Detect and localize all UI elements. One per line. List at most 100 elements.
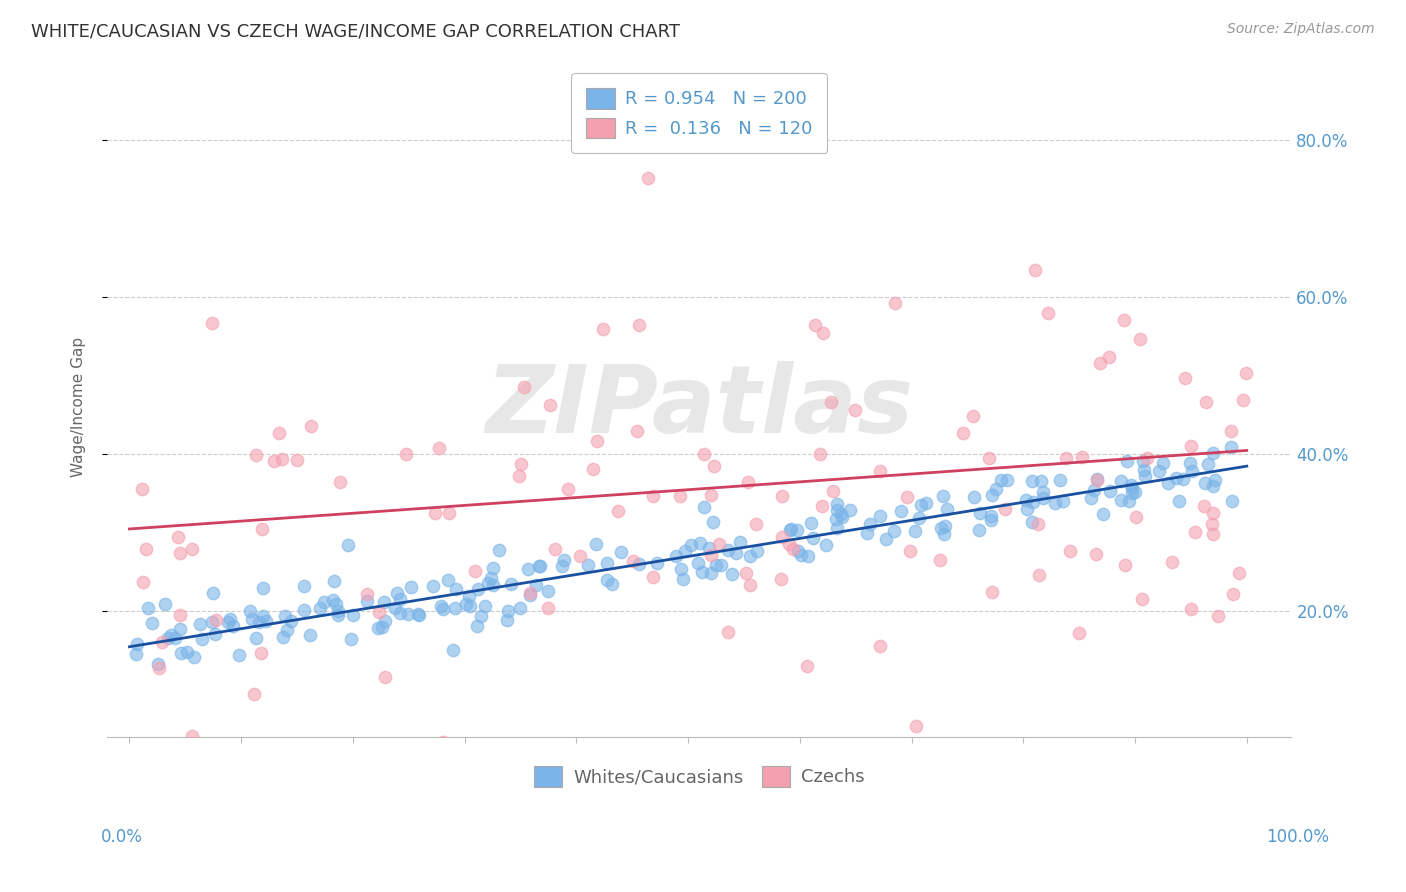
Point (136, 600, 159, 615)
Point (169, 607, 191, 622)
Point (496, 603, 519, 617)
Point (827, 503, 849, 517)
Point (191, 632, 214, 646)
Point (600, 577, 623, 591)
Point (1038, 306, 1060, 320)
Point (1184, 524, 1206, 539)
Point (839, 503, 862, 517)
Point (735, 566, 758, 581)
Point (422, 580, 444, 594)
Point (510, 457, 533, 471)
Point (883, 524, 905, 538)
Point (1220, 493, 1243, 508)
Point (1125, 485, 1147, 500)
Point (374, 615, 396, 629)
Point (830, 507, 852, 521)
Point (395, 447, 418, 461)
Point (280, 614, 302, 628)
Point (610, 545, 633, 559)
Point (470, 609, 492, 624)
Point (1202, 479, 1225, 493)
Point (538, 398, 561, 412)
Point (124, 647, 146, 661)
Point (1085, 472, 1108, 486)
Point (876, 532, 898, 546)
Point (477, 576, 499, 591)
Point (517, 562, 540, 576)
Point (929, 553, 952, 567)
Point (1232, 392, 1254, 407)
Point (388, 607, 411, 621)
Point (1202, 526, 1225, 541)
Point (627, 318, 650, 333)
Point (1129, 332, 1152, 346)
Point (169, 622, 191, 636)
Point (702, 515, 724, 529)
Point (181, 541, 204, 556)
Point (557, 483, 579, 497)
Point (367, 621, 389, 635)
Point (269, 426, 291, 441)
Point (801, 531, 824, 545)
Point (441, 643, 464, 657)
Point (437, 506, 460, 520)
Point (1029, 474, 1052, 488)
Point (482, 561, 505, 575)
Point (724, 546, 747, 560)
Text: WHITE/CAUCASIAN VS CZECH WAGE/INCOME GAP CORRELATION CHART: WHITE/CAUCASIAN VS CZECH WAGE/INCOME GAP… (31, 22, 681, 40)
Point (181, 729, 204, 743)
Point (1133, 463, 1156, 477)
Point (371, 620, 394, 634)
Point (869, 464, 891, 478)
Point (1045, 495, 1067, 509)
Point (325, 597, 347, 611)
Point (148, 661, 170, 675)
Point (127, 636, 149, 650)
Point (883, 296, 905, 310)
Point (825, 497, 848, 511)
Point (423, 506, 446, 520)
Point (641, 488, 664, 502)
Point (1059, 544, 1081, 558)
Point (977, 451, 1000, 466)
Point (326, 604, 349, 618)
Legend: Whites/Caucasians, Czechs: Whites/Caucasians, Czechs (526, 759, 872, 794)
Point (669, 562, 692, 576)
Point (1070, 450, 1092, 465)
Point (322, 592, 344, 607)
Point (252, 581, 274, 595)
Point (969, 506, 991, 520)
Point (637, 171, 659, 186)
Point (1083, 483, 1105, 497)
Point (782, 541, 804, 556)
Point (292, 579, 315, 593)
Point (1220, 424, 1243, 438)
Point (1202, 446, 1225, 460)
Point (859, 517, 882, 532)
Point (1088, 356, 1111, 370)
Point (254, 614, 277, 628)
Point (544, 541, 567, 556)
Point (898, 544, 921, 558)
Point (474, 599, 496, 614)
Point (1084, 547, 1107, 561)
Point (984, 482, 1007, 496)
Point (1194, 476, 1216, 491)
Point (1227, 566, 1250, 581)
Point (1098, 351, 1121, 365)
Point (342, 608, 364, 623)
Point (465, 618, 488, 632)
Point (384, 600, 406, 615)
Point (1197, 457, 1219, 471)
Point (519, 588, 541, 602)
Point (429, 599, 451, 613)
Point (778, 537, 800, 551)
Point (1109, 474, 1132, 488)
Point (399, 580, 422, 594)
Point (686, 556, 709, 570)
Point (271, 631, 294, 645)
Point (569, 549, 592, 564)
Point (432, 735, 454, 749)
Point (738, 549, 761, 564)
Point (932, 526, 955, 541)
